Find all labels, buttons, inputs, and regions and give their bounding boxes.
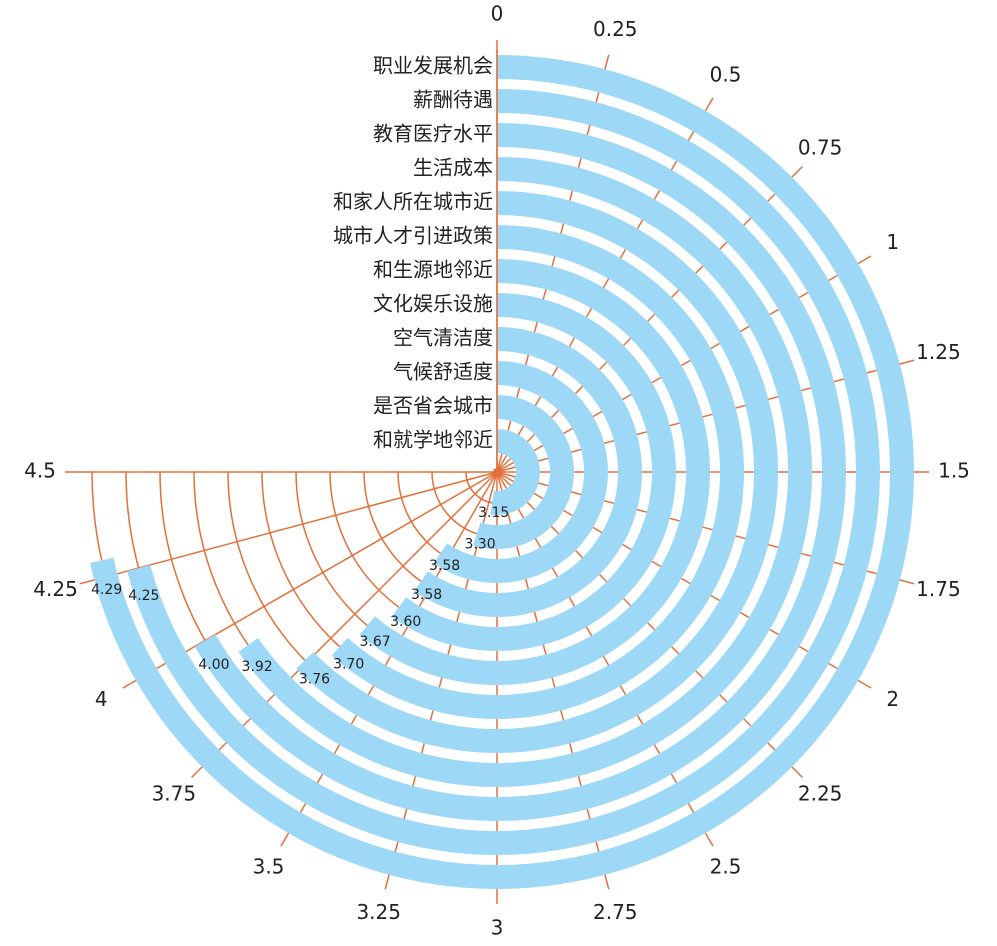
tick-label: 0.75 — [798, 135, 843, 159]
value-label: 3.92 — [242, 659, 273, 675]
grid-line — [89, 471, 498, 582]
tick-label: 0.25 — [593, 17, 638, 41]
value-label: 3.58 — [429, 558, 460, 574]
tick-label: 4.25 — [33, 577, 78, 601]
tick-mark — [122, 682, 132, 689]
grid-line — [131, 471, 498, 684]
bar — [433, 361, 608, 583]
value-label: 3.70 — [333, 656, 364, 672]
category-label: 城市人才引进政策 — [333, 224, 493, 248]
tick-mark — [707, 837, 714, 847]
center-dot — [493, 468, 501, 476]
tick-mark — [862, 255, 872, 262]
tick-label: 3 — [491, 916, 504, 940]
tick-label: 4 — [95, 687, 108, 711]
tick-label: 0.5 — [710, 63, 742, 87]
grid-line — [198, 471, 498, 771]
tick-label: 1.25 — [916, 340, 961, 364]
tick-label: 3.5 — [253, 854, 285, 878]
tick-label: 2.5 — [710, 854, 742, 878]
bar — [490, 429, 540, 515]
value-label: 3.58 — [411, 587, 442, 603]
tick-mark — [384, 879, 389, 890]
tick-mark — [190, 769, 200, 779]
bar — [331, 225, 744, 720]
value-label: 3.60 — [390, 614, 421, 630]
bar — [296, 191, 778, 753]
tick-label: 3.75 — [152, 782, 197, 806]
tick-label: 2.25 — [798, 782, 843, 806]
tick-label: 2 — [886, 687, 899, 711]
category-label: 是否省会城市 — [373, 394, 493, 418]
tick-label: 1 — [886, 230, 899, 254]
tick-mark — [79, 580, 90, 585]
category-label: 和生源地邻近 — [373, 258, 493, 282]
value-label: 3.67 — [360, 634, 391, 650]
tick-mark — [862, 682, 872, 689]
category-label: 薪酬待遇 — [413, 88, 493, 112]
category-label: 和就学地邻近 — [373, 428, 493, 452]
bar — [414, 327, 642, 617]
category-label: 气候舒适度 — [393, 360, 493, 384]
bar — [391, 293, 677, 652]
bar — [359, 259, 710, 685]
tick-mark — [280, 837, 287, 847]
value-label: 3.76 — [299, 672, 330, 688]
category-label: 空气清洁度 — [393, 326, 493, 350]
tick-mark — [605, 54, 610, 65]
value-label: 3.30 — [464, 537, 495, 553]
tick-label: 4.5 — [24, 459, 56, 483]
category-label: 文化娱乐设施 — [373, 292, 493, 316]
tick-mark — [707, 97, 714, 107]
tick-label: 0 — [491, 2, 504, 26]
tick-mark — [794, 769, 804, 779]
tick-mark — [904, 359, 915, 364]
value-label: 4.00 — [198, 657, 229, 673]
tick-label: 2.75 — [593, 900, 638, 924]
tick-label: 1.75 — [916, 577, 961, 601]
category-label: 教育医疗水平 — [373, 122, 493, 146]
value-label: 4.29 — [91, 582, 122, 598]
category-label: 和家人所在城市近 — [333, 190, 493, 214]
bar — [473, 395, 574, 549]
tick-label: 1.5 — [938, 459, 970, 483]
tick-mark — [794, 165, 804, 175]
value-label: 3.15 — [478, 505, 509, 521]
tick-mark — [605, 879, 610, 890]
tick-label: 3.25 — [356, 900, 401, 924]
category-label: 生活成本 — [413, 156, 493, 180]
category-label: 职业发展机会 — [373, 54, 493, 78]
value-label: 4.25 — [128, 588, 159, 604]
tick-mark — [904, 580, 915, 585]
